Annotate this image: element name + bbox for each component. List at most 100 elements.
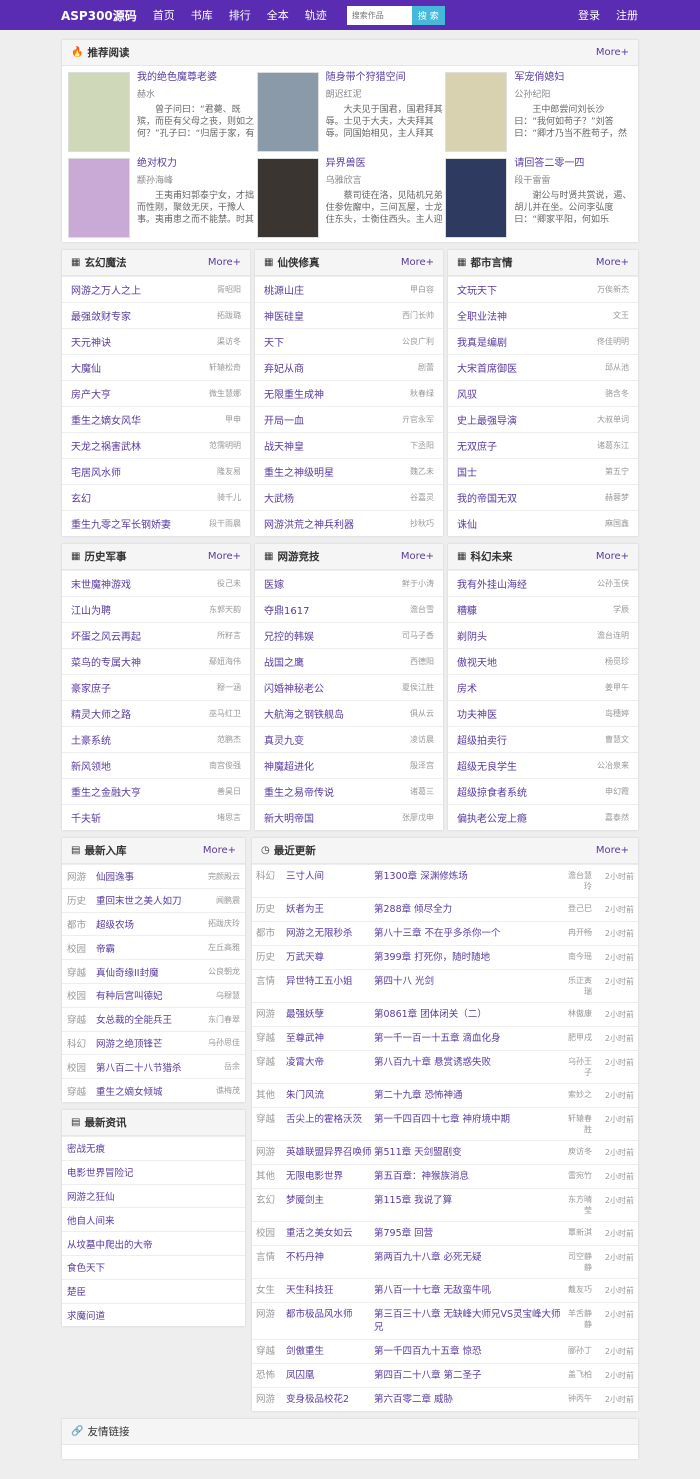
book-title-link[interactable]: 战国之鹰: [264, 658, 304, 669]
book-title-link[interactable]: 战天神皇: [264, 442, 304, 453]
book-title-link[interactable]: 超级掠食者系统: [457, 788, 527, 799]
book-title-link[interactable]: 剑傲重生: [286, 1346, 325, 1357]
book-title-link[interactable]: 梦魇剑主: [286, 1195, 325, 1206]
chapter-link[interactable]: 第八十三章 不在乎多杀你一个: [374, 928, 501, 939]
book-title-link[interactable]: 朱门风流: [286, 1090, 325, 1101]
more-link[interactable]: More+: [202, 845, 236, 856]
book-title-link[interactable]: 重生之金融大亨: [71, 788, 141, 799]
chapter-link[interactable]: 第一千四百九十五章 惊恐: [374, 1346, 482, 1357]
chapter-link[interactable]: 第三百三十八章 无缺峰大师兄VS灵宝峰大师兄: [374, 1309, 561, 1333]
book-title-link[interactable]: 仙园逸事: [96, 872, 135, 884]
chapter-link[interactable]: 第795章 回营: [374, 1228, 434, 1239]
book-title-link[interactable]: 医嫁: [264, 580, 284, 591]
book-cover[interactable]: [256, 158, 319, 238]
book-title-link[interactable]: 玄幻: [71, 494, 91, 505]
book-title-link[interactable]: 重活之美女如云: [286, 1228, 353, 1239]
chapter-link[interactable]: 第511章 天剑盟剧变: [374, 1147, 462, 1158]
book-title-link[interactable]: 真仙奇缘II封魔: [96, 967, 159, 979]
more-link[interactable]: More+: [595, 845, 629, 856]
login-link[interactable]: 登录: [578, 9, 600, 22]
book-title-link[interactable]: 我真是编剧: [457, 338, 507, 349]
more-link[interactable]: More+: [207, 551, 241, 562]
book-title[interactable]: 随身带个狩猎空间: [325, 72, 406, 83]
book-title[interactable]: 异界兽医: [325, 158, 366, 169]
book-title-link[interactable]: 剃阴头: [457, 632, 487, 643]
book-title-link[interactable]: 都市极品风水师: [286, 1309, 353, 1320]
book-title-link[interactable]: 天生科技狂: [286, 1285, 334, 1296]
book-title-link[interactable]: 新风领地: [71, 762, 111, 773]
more-link[interactable]: More+: [400, 257, 434, 268]
book-title-link[interactable]: 天龙之祸害武林: [71, 442, 141, 453]
book-title-link[interactable]: 英雄联盟异界召唤师: [286, 1147, 372, 1158]
search-button[interactable]: 搜 索: [411, 5, 445, 25]
book-title-link[interactable]: 至尊武神: [286, 1033, 325, 1044]
search-input[interactable]: [346, 5, 412, 25]
chapter-link[interactable]: 第一千四百四十七章 神府境中期: [374, 1114, 511, 1125]
book-title-link[interactable]: 舌尖上的霍格沃茨: [286, 1114, 363, 1125]
book-title-link[interactable]: 开局一血: [264, 416, 304, 427]
book-title-link[interactable]: 无双庶子: [457, 442, 497, 453]
book-title-link[interactable]: 全职业法神: [457, 312, 507, 323]
book-title-link[interactable]: 大宋首席御医: [457, 364, 517, 375]
book-cover[interactable]: [445, 158, 508, 238]
news-link[interactable]: 他自人间来: [67, 1215, 115, 1227]
nav-home[interactable]: 首页: [152, 9, 175, 22]
more-link[interactable]: More+: [595, 47, 629, 58]
book-title-link[interactable]: 我有外挂山海经: [457, 580, 527, 591]
site-logo[interactable]: ASP300源码: [61, 8, 137, 23]
book-cover[interactable]: [256, 72, 319, 152]
book-title-link[interactable]: 弃妃从商: [264, 364, 304, 375]
book-title-link[interactable]: 有种后宫叫德妃: [96, 991, 163, 1003]
chapter-link[interactable]: 第399章 打死你，随时随地: [374, 952, 491, 963]
book-title-link[interactable]: 史上最强导演: [457, 416, 517, 427]
book-title-link[interactable]: 诛仙: [457, 520, 477, 531]
chapter-link[interactable]: 第四十八 光剑: [374, 976, 435, 987]
book-title-link[interactable]: 第八百二十八节猎杀: [96, 1062, 182, 1074]
book-title-link[interactable]: 菜鸟的专属大神: [71, 658, 141, 669]
nav-complete[interactable]: 全本: [266, 9, 289, 22]
book-title-link[interactable]: 风驭: [457, 390, 477, 401]
more-link[interactable]: More+: [595, 551, 629, 562]
book-title-link[interactable]: 闪婚神秘老公: [264, 684, 324, 695]
book-title-link[interactable]: 傲视天地: [457, 658, 497, 669]
book-title-link[interactable]: 末世魔神游戏: [71, 580, 131, 591]
news-link[interactable]: 从坟墓中爬出的大帝: [67, 1239, 153, 1251]
book-title-link[interactable]: 房术: [457, 684, 477, 695]
book-title-link[interactable]: 重生之神级明星: [264, 468, 334, 479]
more-link[interactable]: More+: [400, 551, 434, 562]
nav-library[interactable]: 书库: [190, 9, 213, 22]
book-title-link[interactable]: 帝霸: [96, 943, 116, 955]
chapter-link[interactable]: 第一千一百一十五章 滴血化身: [374, 1033, 501, 1044]
book-title-link[interactable]: 无限重生成神: [264, 390, 324, 401]
chapter-link[interactable]: 第六百零二章 威胁: [374, 1394, 454, 1405]
book-title-link[interactable]: 超级农场: [96, 919, 135, 931]
book-title-link[interactable]: 糟糠: [457, 606, 477, 617]
book-title-link[interactable]: 妖者为王: [286, 904, 325, 915]
book-title-link[interactable]: 房产大亨: [71, 390, 111, 401]
news-link[interactable]: 楚臣: [67, 1287, 87, 1299]
book-title-link[interactable]: 网游之万人之上: [71, 286, 141, 297]
more-link[interactable]: More+: [595, 257, 629, 268]
book-title-link[interactable]: 重回末世之美人如刀: [96, 896, 182, 908]
chapter-link[interactable]: 第二十九章 恐怖神通: [374, 1090, 463, 1101]
book-title[interactable]: 我的绝色魔尊老婆: [137, 72, 217, 83]
book-title-link[interactable]: 最强敛财专家: [71, 312, 131, 323]
book-title-link[interactable]: 宅居风水师: [71, 468, 121, 479]
book-title-link[interactable]: 网游洪荒之神兵利器: [264, 520, 354, 531]
book-title[interactable]: 军宠俏媳妇: [514, 72, 565, 83]
book-title-link[interactable]: 网游之无限秒杀: [286, 928, 353, 939]
book-title-link[interactable]: 新大明帝国: [264, 814, 314, 825]
book-title-link[interactable]: 凌霄大帝: [286, 1057, 325, 1068]
news-link[interactable]: 食色天下: [67, 1263, 106, 1275]
book-title-link[interactable]: 超级拍卖行: [457, 736, 507, 747]
chapter-link[interactable]: 第八百九十章 悬赏诱惑失败: [374, 1057, 492, 1068]
chapter-link[interactable]: 第五百章：神猴族消息: [374, 1171, 470, 1182]
chapter-link[interactable]: 第288章 倾尽全力: [374, 904, 453, 915]
book-title-link[interactable]: 最强妖孽: [286, 1009, 325, 1020]
chapter-link[interactable]: 第两百九十八章 必死无疑: [374, 1252, 482, 1263]
book-title-link[interactable]: 三寸人间: [286, 871, 325, 882]
book-title-link[interactable]: 坏蛋之风云再起: [71, 632, 141, 643]
nav-history[interactable]: 轨迹: [304, 9, 327, 22]
book-title-link[interactable]: 变身极品校花2: [286, 1394, 350, 1405]
book-cover[interactable]: [68, 158, 130, 238]
